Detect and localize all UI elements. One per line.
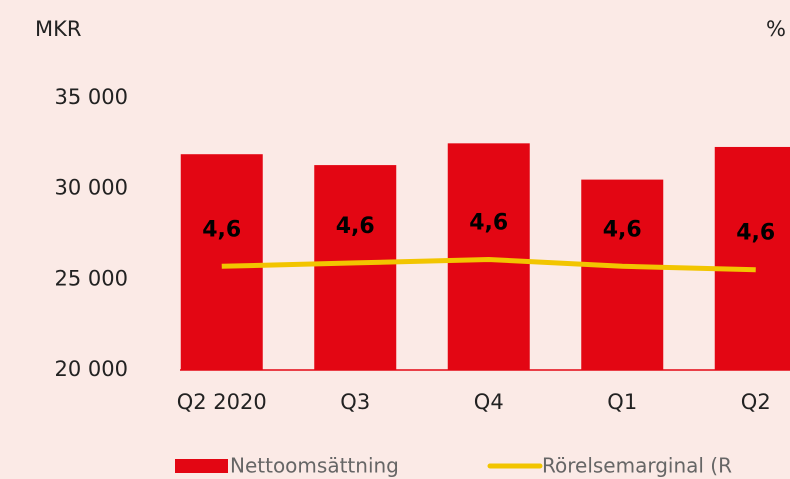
value-label: 4,6 (336, 214, 375, 239)
x-tick-label: Q1 (607, 390, 637, 414)
legend-label: Rörelsemarginal (R (542, 454, 732, 478)
x-tick-label: Q4 (474, 390, 504, 414)
y-tick-label: 25 000 (55, 266, 128, 290)
y-tick-label: 30 000 (55, 176, 128, 200)
value-label: 4,6 (736, 221, 775, 246)
y-tick-label: 35 000 (55, 85, 128, 109)
bar (180, 154, 263, 370)
legend-label: Nettoomsättning (230, 454, 399, 478)
x-tick-label: Q2 (741, 390, 771, 414)
x-tick-label: Q3 (340, 390, 370, 414)
value-label: 4,6 (603, 217, 642, 242)
bar (581, 179, 664, 370)
y-tick-label: 20 000 (55, 357, 128, 381)
y2-axis-label: % (766, 17, 786, 41)
bar (714, 146, 790, 370)
value-label: 4,6 (469, 211, 508, 236)
x-tick-label: Q2 2020 (177, 390, 267, 414)
legend-swatch (175, 459, 228, 473)
bar (447, 143, 530, 370)
value-label: 4,6 (202, 217, 241, 242)
y-axis-label: MKR (35, 17, 81, 41)
bar (314, 165, 397, 370)
line (221, 256, 756, 273)
